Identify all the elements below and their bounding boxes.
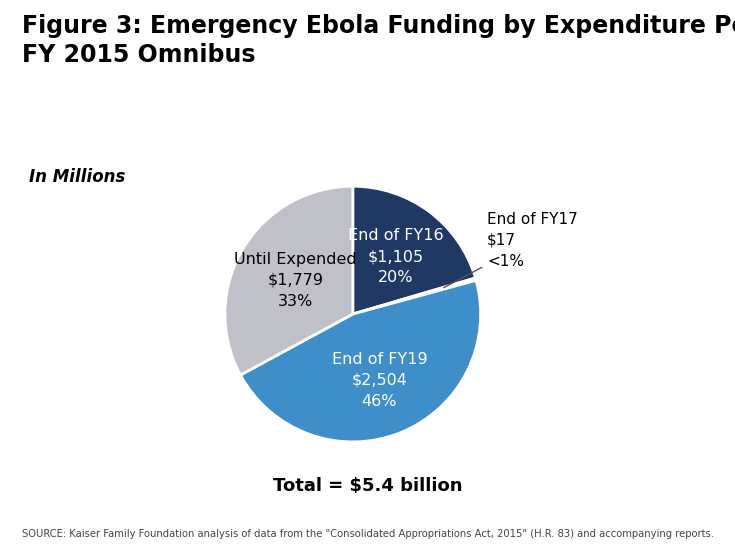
Text: Total = $5.4 billion: Total = $5.4 billion xyxy=(273,477,462,495)
Text: THE HENRY J.: THE HENRY J. xyxy=(641,489,693,495)
Text: In Millions: In Millions xyxy=(29,168,126,186)
Text: KAISER: KAISER xyxy=(640,501,694,514)
Text: Figure 3: Emergency Ebola Funding by Expenditure Period,
FY 2015 Omnibus: Figure 3: Emergency Ebola Funding by Exp… xyxy=(22,14,735,67)
Text: SOURCE: Kaiser Family Foundation analysis of data from the "Consolidated Appropr: SOURCE: Kaiser Family Foundation analysi… xyxy=(22,529,714,539)
Wedge shape xyxy=(225,186,353,375)
Wedge shape xyxy=(353,278,476,314)
Wedge shape xyxy=(240,280,481,442)
Text: End of FY16
$1,105
20%: End of FY16 $1,105 20% xyxy=(348,228,443,285)
Text: End of FY17
$17
<1%: End of FY17 $17 <1% xyxy=(444,212,578,288)
Text: FAMILY: FAMILY xyxy=(641,516,693,530)
Wedge shape xyxy=(353,186,476,314)
Text: End of FY19
$2,504
46%: End of FY19 $2,504 46% xyxy=(331,352,427,409)
Text: Until Expended
$1,779
33%: Until Expended $1,779 33% xyxy=(234,252,357,309)
Text: FOUNDATION: FOUNDATION xyxy=(641,532,693,538)
